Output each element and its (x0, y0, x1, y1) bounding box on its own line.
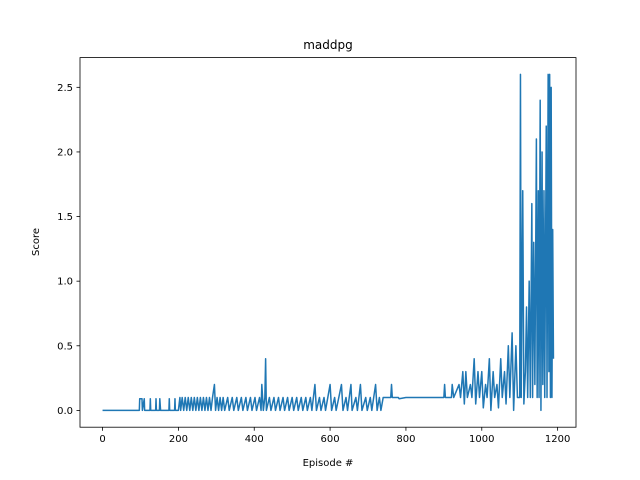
chart-title: maddpg (303, 38, 353, 52)
data-line (102, 73, 555, 412)
plot-frame (79, 57, 577, 428)
y-tick-label: 2.5 (57, 83, 73, 94)
y-tick-label: 1.5 (57, 212, 73, 223)
x-tick-label: 1200 (545, 434, 570, 445)
x-axis-label: Episode # (303, 458, 354, 469)
y-tick-label: 0.5 (57, 341, 73, 352)
x-tick-label: 0 (99, 434, 105, 445)
y-tick-label: 0.0 (57, 406, 73, 417)
x-tick-label: 1000 (469, 434, 494, 445)
y-tick-label: 1.0 (57, 277, 73, 288)
x-tick-label: 400 (245, 434, 264, 445)
y-tick-label: 2.0 (57, 147, 73, 158)
x-tick-label: 600 (321, 434, 340, 445)
x-tick-label: 800 (396, 434, 415, 445)
x-tick-label: 200 (169, 434, 188, 445)
y-axis-label: Score (31, 228, 42, 256)
